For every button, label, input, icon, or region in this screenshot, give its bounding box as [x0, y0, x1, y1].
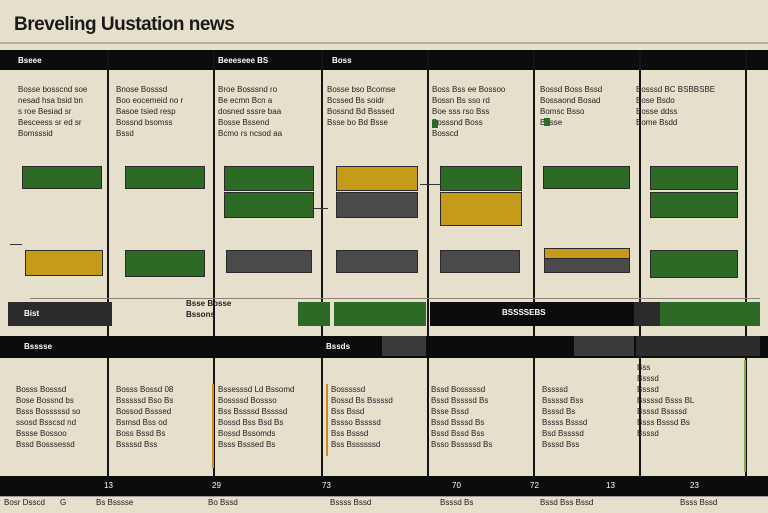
connector	[420, 184, 440, 185]
yellow-block	[336, 166, 418, 191]
col-text-4: Bosse bso Bcomse Bcssed Bs soidr Bossnd …	[327, 85, 396, 127]
lower-text-6: Bssssd Bssssd Bss Bsssd Bs Bssss Bsssd B…	[542, 385, 588, 449]
divider	[321, 50, 323, 476]
lower-text-2: Bosss Bossd 08 Bsssssd Bso Bs Bossod Bss…	[116, 385, 174, 449]
divider	[639, 50, 641, 476]
green-block	[224, 166, 314, 191]
green-tick	[744, 360, 746, 472]
divider	[533, 50, 535, 476]
dark-block	[440, 250, 520, 273]
mid-green-block	[334, 302, 426, 326]
green-marker	[544, 118, 550, 126]
lower-text-3: Bssesssd Ld Bssomd Bossssd Bossso Bss Bs…	[218, 385, 295, 449]
bottom-text: Bssss Bssd	[330, 498, 372, 507]
lower-header-block	[636, 336, 760, 356]
green-block	[22, 166, 102, 189]
bottom-text: Bs Bsssse	[96, 498, 134, 507]
green-block	[440, 166, 522, 191]
divider	[745, 50, 747, 476]
divider	[107, 50, 109, 476]
footer-number: 72	[530, 481, 539, 490]
green-block	[650, 250, 738, 278]
lower-header-1: Bsssse	[24, 342, 53, 351]
bottom-strip	[0, 496, 768, 513]
baseline	[30, 298, 760, 299]
dark-block	[544, 258, 630, 273]
page-title: Breveling Uustation news	[14, 14, 235, 35]
connector	[312, 208, 328, 209]
bottom-text: Bosr Dsscd	[4, 498, 45, 507]
col-text-6: Bossd Boss Bssd Bossaond Bosad Bomsc Bss…	[540, 85, 603, 127]
dark-block	[336, 192, 418, 218]
lower-header-4: Bssds	[326, 342, 351, 351]
top-header-bar	[0, 50, 768, 70]
title-divider	[0, 42, 768, 44]
mid-dark-small	[634, 302, 660, 326]
mid-green-end	[660, 302, 760, 326]
col-header-4: Boss	[332, 56, 352, 65]
bottom-text: G	[60, 498, 67, 507]
lower-header-block	[382, 336, 426, 356]
col-header-1: Bseee	[18, 56, 42, 65]
mid-dark-block	[8, 302, 112, 326]
lower-header-block	[574, 336, 634, 356]
col-header-3: Beeeseee BS	[218, 56, 269, 65]
mid-label-left: Bist	[24, 309, 40, 318]
col-text-5: Boss Bss ee Bossoo Bossn Bs sso rd Boe s…	[432, 85, 506, 138]
lower-text-4: Bosssssd Bossd Bs Bssssd Bss Bssd Bssso …	[331, 385, 393, 449]
footer-number: 29	[212, 481, 221, 490]
col-text-1: Bosse bosscnd soe nesad hsa bsid bn s ro…	[18, 85, 88, 138]
yellow-block	[25, 250, 103, 276]
col-text-3: Broe Bosssnd ro Be ecmn Bcn a dosned sss…	[218, 85, 283, 138]
connector	[10, 244, 22, 245]
mid-label-right: BSSSSEBS	[502, 308, 546, 317]
bottom-text: Bo Bssd	[208, 498, 238, 507]
green-block	[543, 166, 630, 189]
mid-green-small	[298, 302, 330, 326]
dark-block	[226, 250, 312, 273]
bottom-text: Bsss Bssd	[680, 498, 718, 507]
footer-bar	[0, 476, 768, 496]
mid-black-block	[430, 302, 634, 326]
footer-number: 13	[606, 481, 615, 490]
dark-block	[336, 250, 418, 273]
yellow-block	[440, 192, 522, 226]
green-block	[650, 192, 738, 218]
orange-tick	[212, 384, 214, 468]
col-text-7: Bosssd BC BSBBSBE Bose Bsdo Bosse ddss B…	[636, 85, 716, 127]
green-block	[125, 166, 205, 189]
orange-tick	[326, 384, 328, 456]
bottom-text: Bssd Bss Bssd	[540, 498, 594, 507]
lower-text-1: Bosss Bosssd Bose Bossnd bs Bsss Bosssss…	[16, 385, 81, 449]
divider	[427, 50, 429, 476]
green-block	[224, 192, 314, 218]
footer-number: 70	[452, 481, 461, 490]
col-text-2: Bnose Bosssd Boo eocemeid no r Basoe tsi…	[116, 85, 184, 138]
green-block	[125, 250, 205, 277]
footer-number: 23	[690, 481, 699, 490]
divider	[213, 50, 215, 476]
mid-center-text: Bsse Bosse Bssons	[186, 299, 232, 319]
bottom-text: Bsssd Bs	[440, 498, 474, 507]
lower-text-5: Bssd Bosssssd Bssd Bssssd Bs Bsse Bssd B…	[431, 385, 493, 449]
lower-text-7: Bss Bsssd Bsssd Bssssd Bsss BL Bsssd Bss…	[637, 363, 695, 438]
green-block	[650, 166, 738, 190]
footer-number: 13	[104, 481, 113, 490]
green-marker	[432, 120, 438, 128]
footer-number: 73	[322, 481, 331, 490]
